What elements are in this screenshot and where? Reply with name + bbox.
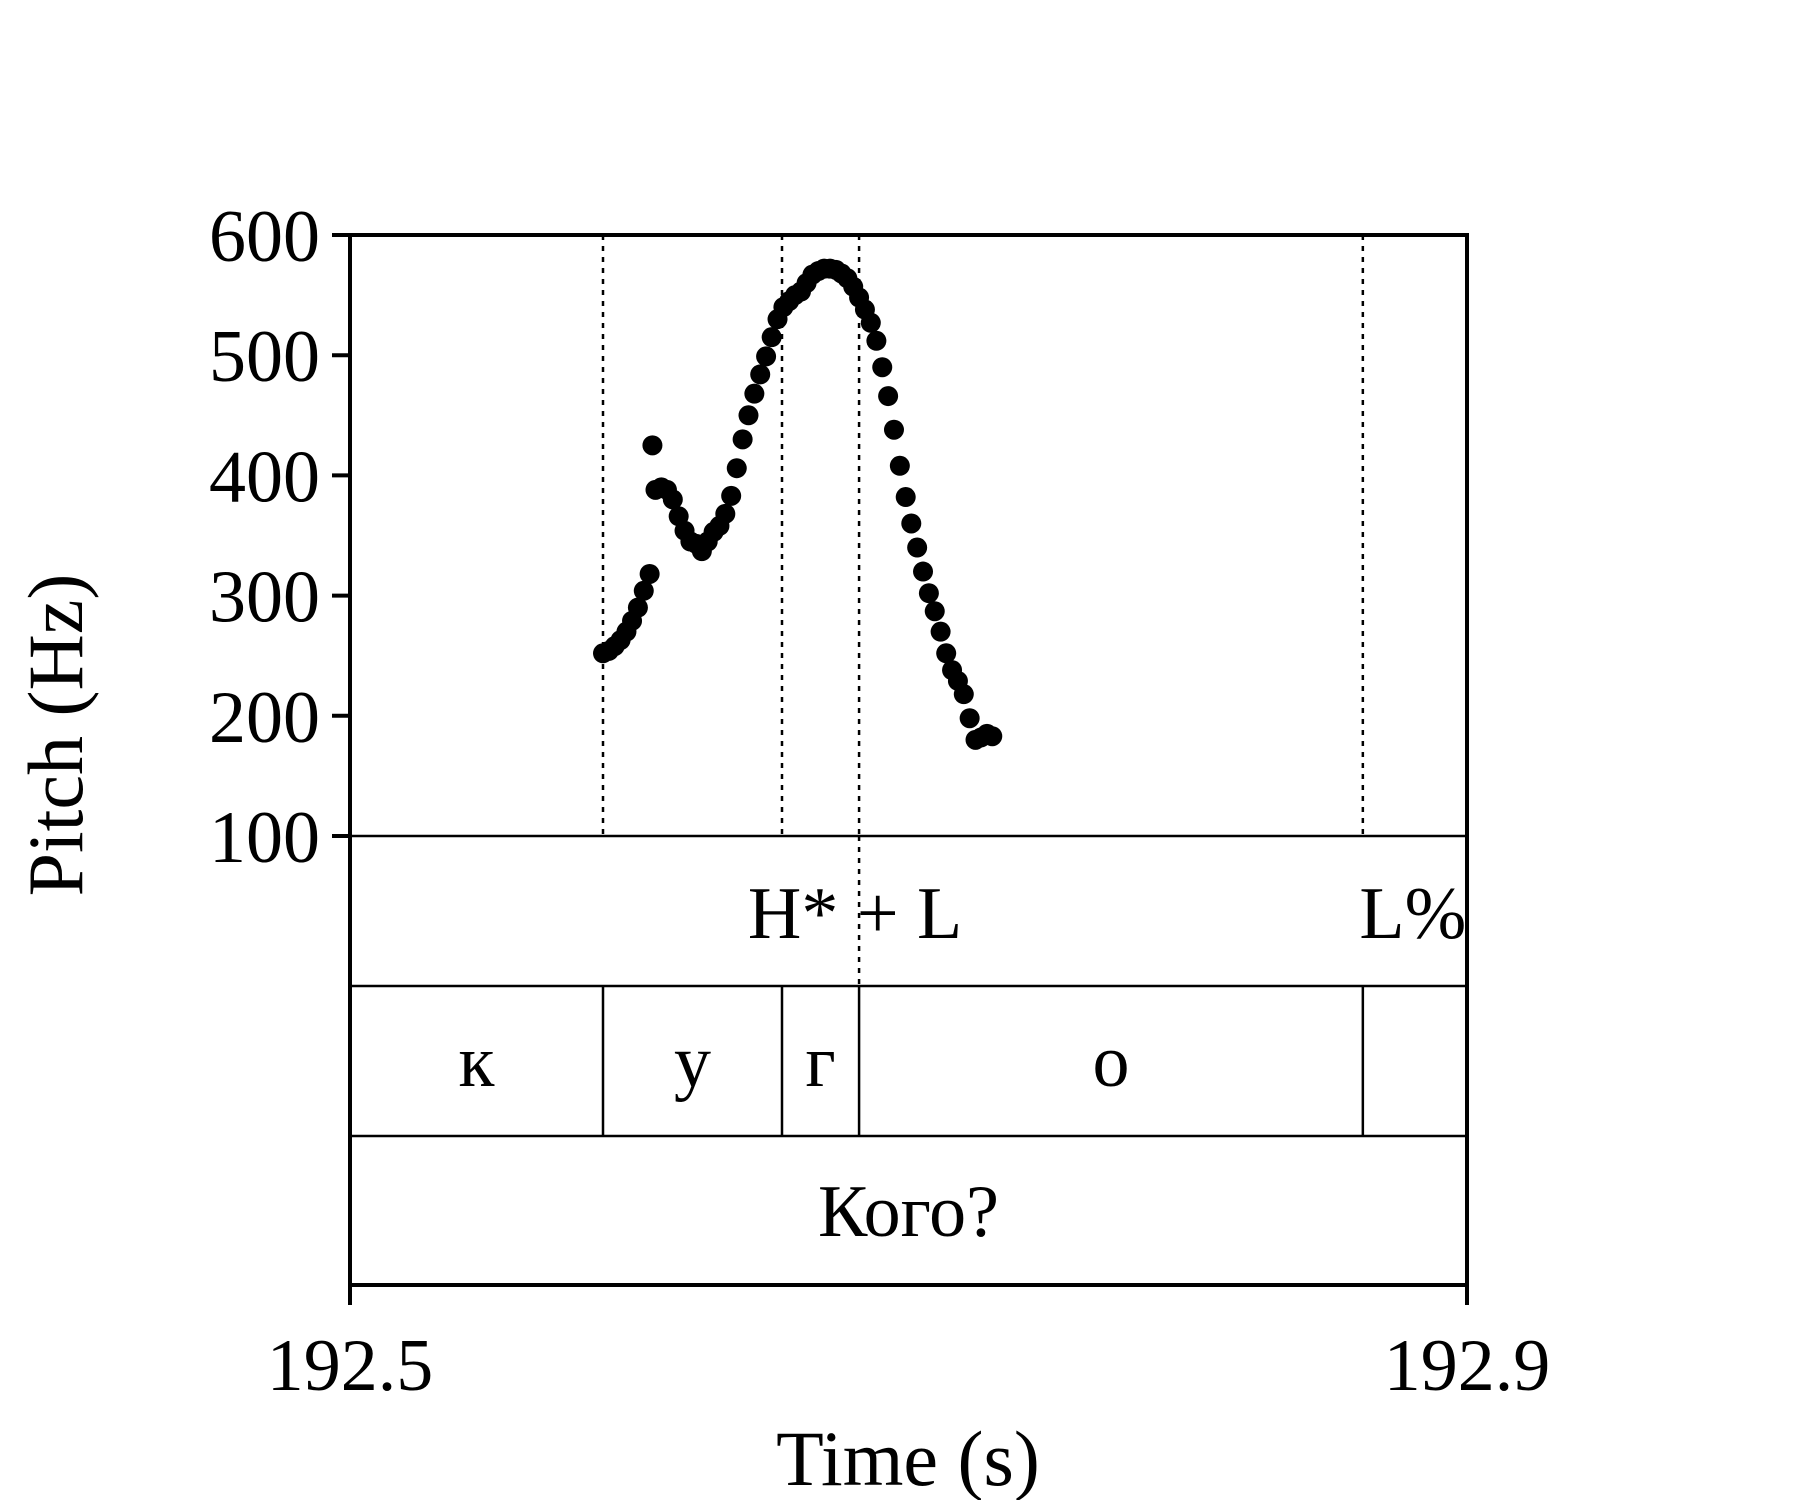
pitch-point <box>883 419 904 440</box>
pitch-point <box>901 513 922 534</box>
axis-ticks <box>332 233 1469 1305</box>
segment-label-o: о <box>1092 1021 1129 1103</box>
pitch-point <box>889 455 910 476</box>
pitch-point <box>738 405 759 426</box>
pitch-point <box>627 597 648 618</box>
y-tick-label-600: 600 <box>209 196 320 278</box>
x-axis-title: Time (s) <box>776 1415 1040 1500</box>
pitch-point <box>732 429 753 450</box>
pitch-point <box>761 327 782 348</box>
y-axis-title: Pitch (Hz) <box>12 574 99 897</box>
pitch-point <box>744 383 765 404</box>
pitch-point <box>982 726 1003 747</box>
pitch-points <box>593 258 1003 750</box>
y-tick-label-400: 400 <box>209 436 320 518</box>
pitch-point <box>895 487 916 508</box>
y-tick-label-100: 100 <box>209 797 320 879</box>
pitch-point <box>918 583 939 604</box>
pitch-point <box>936 643 957 664</box>
segment-tier: к у г о <box>459 1021 1130 1103</box>
segment-label-u: у <box>674 1021 711 1103</box>
pitch-point <box>907 537 928 558</box>
pitch-point <box>930 621 951 642</box>
pitch-point <box>959 708 980 729</box>
plot-frame <box>348 233 1469 1287</box>
segment-label-g: г <box>805 1021 835 1103</box>
pitch-point <box>913 561 934 582</box>
y-tick-label-300: 300 <box>209 557 320 639</box>
pitch-point <box>872 357 893 378</box>
pitch-point <box>633 580 654 601</box>
y-tick-label-200: 200 <box>209 677 320 759</box>
outer-frame <box>348 233 1469 1287</box>
x-tick-labels: 192.5 192.9 <box>267 1325 1551 1407</box>
pitch-point <box>662 489 683 510</box>
pitch-point <box>639 563 660 584</box>
segment-label-k: к <box>459 1021 496 1103</box>
tone-tier: H* + L L% <box>748 873 1466 955</box>
x-tick-label-start: 192.5 <box>267 1325 434 1407</box>
pitch-point <box>878 386 899 407</box>
pitch-point <box>756 346 777 367</box>
tone-label-h-star-plus-l: H* + L <box>748 873 962 955</box>
pitch-point <box>642 435 663 456</box>
pitch-point <box>860 312 881 333</box>
word-label: Кого? <box>818 1171 999 1253</box>
tone-label-l-percent: L% <box>1359 873 1466 955</box>
pitch-point <box>953 684 974 705</box>
word-tier: Кого? <box>818 1171 999 1253</box>
pitch-point <box>726 458 747 479</box>
boundary-lines <box>601 235 1365 1136</box>
pitch-point <box>924 601 945 622</box>
pitch-point <box>750 364 771 385</box>
y-tick-labels: 100 200 300 400 500 600 <box>209 196 320 879</box>
pitch-point <box>715 503 736 524</box>
x-tick-label-end: 192.9 <box>1384 1325 1551 1407</box>
pitch-point <box>721 485 742 506</box>
y-tick-label-500: 500 <box>209 316 320 398</box>
pitch-point <box>866 330 887 351</box>
